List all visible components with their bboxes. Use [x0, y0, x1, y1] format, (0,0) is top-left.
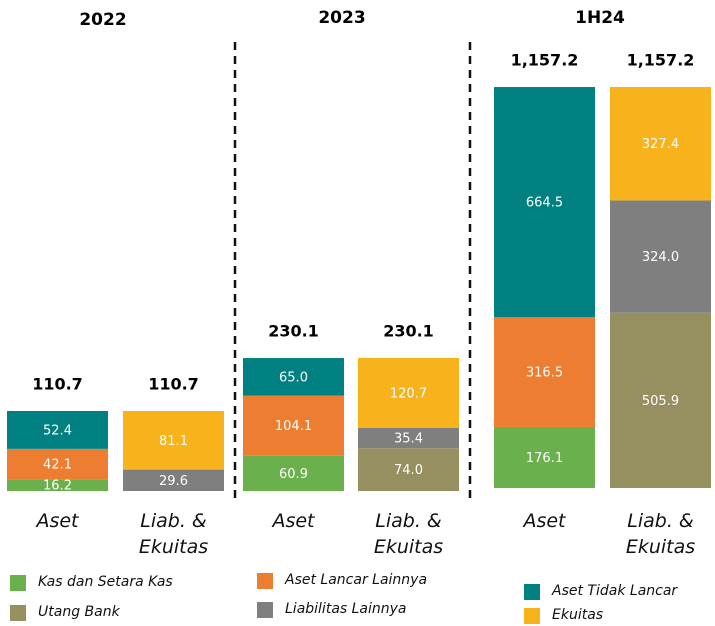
bar-segment [358, 358, 459, 428]
legend-swatch [524, 584, 540, 600]
bar-segment [358, 448, 459, 491]
category-label: Aset [272, 510, 315, 532]
data-label: 52.4 [43, 423, 72, 438]
data-label: 120.7 [390, 386, 427, 401]
legend-label: Kas dan Setara Kas [38, 574, 173, 590]
data-label: 324.0 [642, 250, 679, 265]
total-label: 1,157.2 [511, 51, 579, 70]
total-label: 230.1 [268, 322, 319, 341]
panel-title: 2022 [79, 10, 126, 30]
data-label: 35.4 [394, 431, 423, 446]
legend-label: Ekuitas [552, 607, 604, 623]
bar-segment [358, 427, 459, 449]
legend-swatch [257, 602, 273, 618]
bar-segment [494, 426, 595, 488]
total-label: 230.1 [383, 322, 434, 341]
bar-segment [494, 317, 595, 427]
data-label: 65.0 [279, 370, 308, 385]
bar-segment [243, 395, 344, 456]
bar-segment [7, 479, 108, 491]
bar-segment [494, 87, 595, 318]
total-label: 1,157.2 [627, 51, 695, 70]
legend-label: Utang Bank [38, 604, 120, 620]
legend-swatch [257, 573, 273, 589]
data-label: 74.0 [394, 463, 423, 478]
data-label: 104.1 [275, 419, 312, 434]
data-label: 42.1 [43, 458, 72, 473]
data-label: 29.6 [159, 474, 188, 489]
data-label: 664.5 [526, 196, 563, 211]
bar-segment [243, 455, 344, 491]
data-label: 316.5 [526, 366, 563, 381]
legend-swatch [10, 575, 26, 591]
bar-segment [123, 411, 224, 470]
category-label: Liab. & Ekuitas [373, 510, 444, 558]
panel-title: 2023 [318, 8, 365, 28]
legend-label: Aset Tidak Lancar [552, 583, 678, 599]
data-label: 60.9 [279, 467, 308, 482]
bar-segment [243, 358, 344, 396]
category-label: Aset [523, 510, 566, 532]
legend-label: Liabilitas Lainnya [285, 601, 407, 617]
bar-segment [610, 312, 711, 488]
total-label: 110.7 [32, 375, 83, 394]
panel-title: 1H24 [575, 8, 625, 28]
data-label: 176.1 [526, 451, 563, 466]
data-label: 327.4 [642, 137, 679, 152]
bar-segment [610, 86, 711, 201]
bar-segment [123, 469, 224, 491]
data-label: 16.2 [43, 479, 72, 494]
bar-segment [7, 448, 108, 480]
data-label: 505.9 [642, 394, 679, 409]
legend-swatch [10, 605, 26, 621]
category-label: Liab. & Ekuitas [625, 510, 696, 558]
category-label: Aset [36, 510, 79, 532]
bar-segment [610, 200, 711, 313]
data-label: 81.1 [159, 434, 188, 449]
legend-label: Aset Lancar Lainnya [285, 572, 428, 588]
total-label: 110.7 [148, 375, 199, 394]
bar-segment [7, 411, 108, 449]
legend-swatch [524, 608, 540, 624]
category-label: Liab. & Ekuitas [138, 510, 209, 558]
